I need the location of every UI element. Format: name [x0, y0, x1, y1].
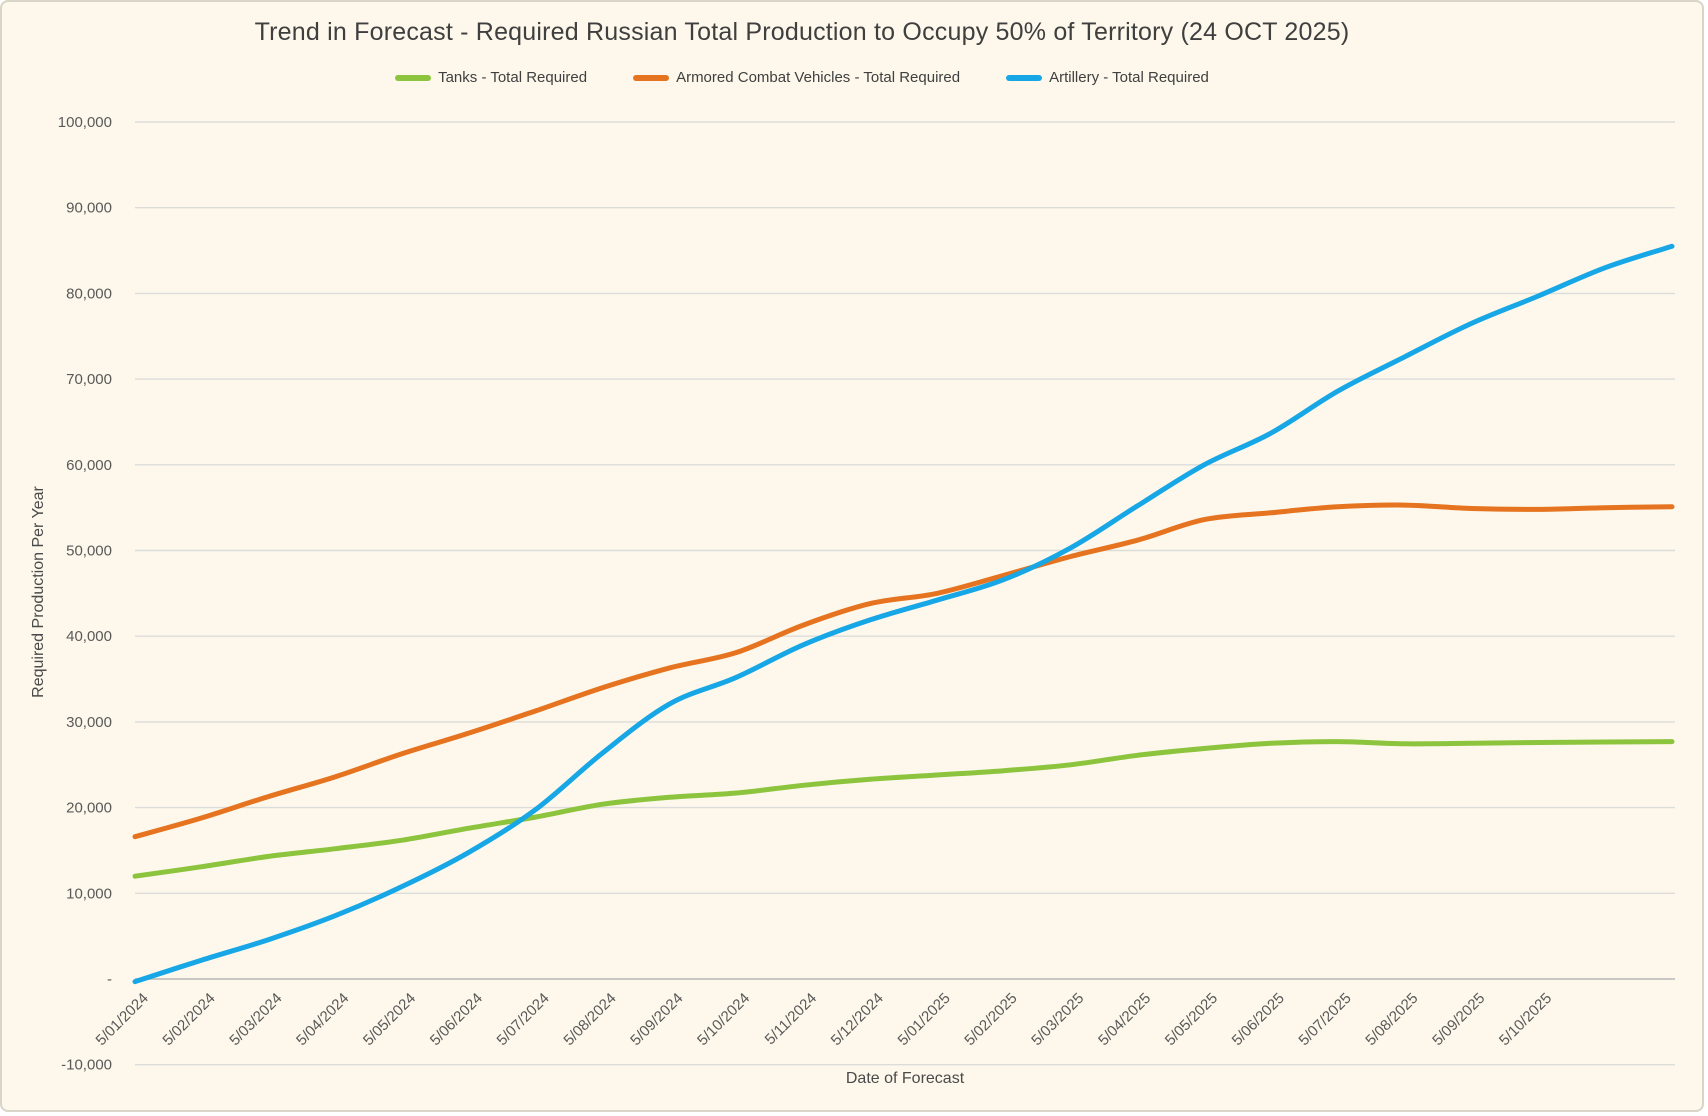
x-tick-label: 5/06/2025 — [1229, 990, 1288, 1049]
legend-swatch-icon — [633, 74, 670, 81]
x-tick-label: 5/01/2024 — [93, 990, 152, 1049]
legend-label: Tanks - Total Required — [438, 69, 588, 86]
x-tick-label: 5/10/2024 — [694, 990, 753, 1049]
x-tick-label: 5/11/2024 — [762, 990, 820, 1048]
x-tick-label: 5/04/2024 — [293, 990, 352, 1049]
x-tick-label: 5/10/2025 — [1496, 990, 1555, 1049]
legend-label: Armored Combat Vehicles - Total Required — [676, 69, 961, 86]
chart-title: Trend in Forecast - Required Russian Tot… — [254, 18, 1350, 46]
x-tick-label: 5/07/2025 — [1295, 990, 1354, 1049]
x-axis-tick-labels: 5/01/2024 5/02/2024 5/03/2024 5/04/2024 5/05… — [93, 990, 1556, 1049]
x-tick-label: 5/09/2025 — [1429, 990, 1488, 1049]
x-axis-title: Date of Forecast — [845, 1070, 965, 1087]
legend: Tanks - Total Required Armored Combat Veh… — [2, 69, 1602, 86]
series-line-armored — [132, 502, 1675, 840]
x-tick-label: 5/05/2024 — [360, 990, 419, 1049]
series-line-tanks — [132, 739, 1675, 879]
x-tick-label: 5/04/2025 — [1095, 990, 1154, 1049]
y-tick-label: -10,000 — [61, 1057, 112, 1074]
y-tick-label: 100,000 — [58, 114, 112, 131]
series-line-artillery — [132, 243, 1675, 985]
gridlines — [135, 121, 1675, 1066]
x-tick-label: 5/03/2025 — [1028, 990, 1087, 1049]
legend-item: Armored Combat Vehicles - Total Required — [633, 69, 960, 86]
x-tick-label: 5/02/2024 — [159, 990, 218, 1049]
x-tick-label: 5/12/2024 — [828, 990, 887, 1049]
legend-item: Tanks - Total Required — [395, 69, 587, 86]
x-tick-label: 5/01/2025 — [895, 990, 954, 1049]
y-tick-label: 80,000 — [66, 285, 112, 302]
x-tick-label: 5/05/2025 — [1162, 990, 1221, 1049]
y-tick-label: 20,000 — [66, 800, 112, 817]
x-tick-label: 5/02/2025 — [961, 990, 1020, 1049]
x-tick-label: 5/09/2024 — [627, 990, 686, 1049]
y-tick-label: 10,000 — [66, 885, 112, 902]
y-tick-label: 30,000 — [66, 714, 112, 731]
y-tick-label: - — [107, 971, 112, 988]
y-tick-label: 40,000 — [66, 628, 112, 645]
x-tick-label: 5/06/2024 — [427, 990, 486, 1049]
legend-swatch-icon — [1006, 74, 1043, 81]
y-tick-label: 90,000 — [66, 200, 112, 217]
legend-item: Artillery - Total Required — [1006, 69, 1209, 86]
series-lines — [132, 243, 1675, 985]
x-tick-label: 5/03/2024 — [226, 990, 285, 1049]
x-tick-label: 5/07/2024 — [494, 990, 553, 1049]
x-tick-label: 5/08/2025 — [1362, 990, 1421, 1049]
y-tick-label: 70,000 — [66, 371, 112, 388]
legend-swatch-icon — [395, 74, 432, 81]
y-tick-label: 50,000 — [66, 543, 112, 560]
legend-label: Artillery - Total Required — [1049, 69, 1209, 86]
y-axis-tick-labels: 100,000 90,000 80,000 70,000 60,000 50,000 40,… — [58, 114, 112, 1074]
x-tick-label: 5/08/2024 — [560, 990, 619, 1049]
y-tick-label: 60,000 — [66, 457, 112, 474]
y-axis-title: Required Production Per Year — [30, 486, 47, 698]
